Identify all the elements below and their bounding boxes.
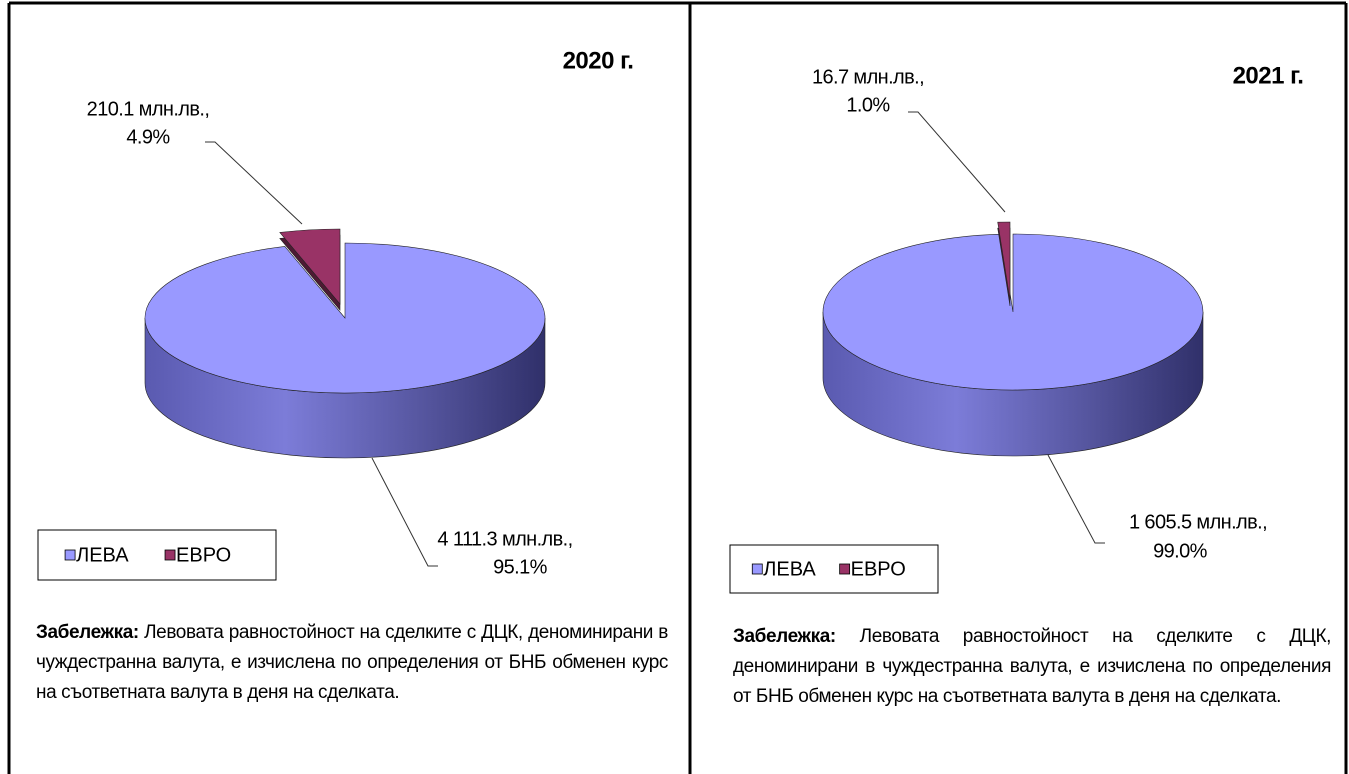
legend-swatch [164,549,176,561]
legend-box [37,529,277,581]
pie-slice [144,242,546,394]
leader-line [205,141,303,225]
data-label: 16.7 млн.лв., [812,66,924,88]
legend-label: ЕВРО [851,558,906,580]
leader-line [1047,454,1105,544]
leader-line [371,457,438,567]
legend-swatch [751,563,763,575]
data-label-percent: 1.0% [846,94,890,116]
data-label: 4 111.3 млн.лв., [437,528,572,550]
chart-title: 2020 г. [563,47,634,74]
legend-label: ЛЕВА [763,558,816,580]
note: Забележка: Левовата равностойност на сде… [36,618,668,708]
legend-label: ЕВРО [176,544,231,566]
pie-slice [279,228,341,305]
legend-swatch [839,563,851,575]
note-label: Забележка: [733,626,836,647]
legend-box [729,544,939,594]
data-label-percent: 4.9% [126,126,170,148]
pie-slice [997,221,1011,301]
data-label: 1 605.5 млн.лв., [1129,511,1267,533]
note-text: Левовата равностойност на сделките с ДЦК… [36,622,668,703]
data-label-percent: 99.0% [1153,540,1208,562]
data-label: 210.1 млн.лв., [87,98,210,120]
data-label-percent: 95.1% [493,556,548,578]
pie-slice [822,233,1204,391]
chart-title: 2021 г. [1233,62,1304,89]
leader-line [908,111,1006,213]
note: Забележка: Левовата равностойност на сде… [733,622,1331,712]
note-label: Забележка: [36,622,139,643]
legend-label: ЛЕВА [76,544,129,566]
legend-swatch [64,549,76,561]
note-text: Левовата равностойност на сделките с ДЦК… [733,626,1331,707]
